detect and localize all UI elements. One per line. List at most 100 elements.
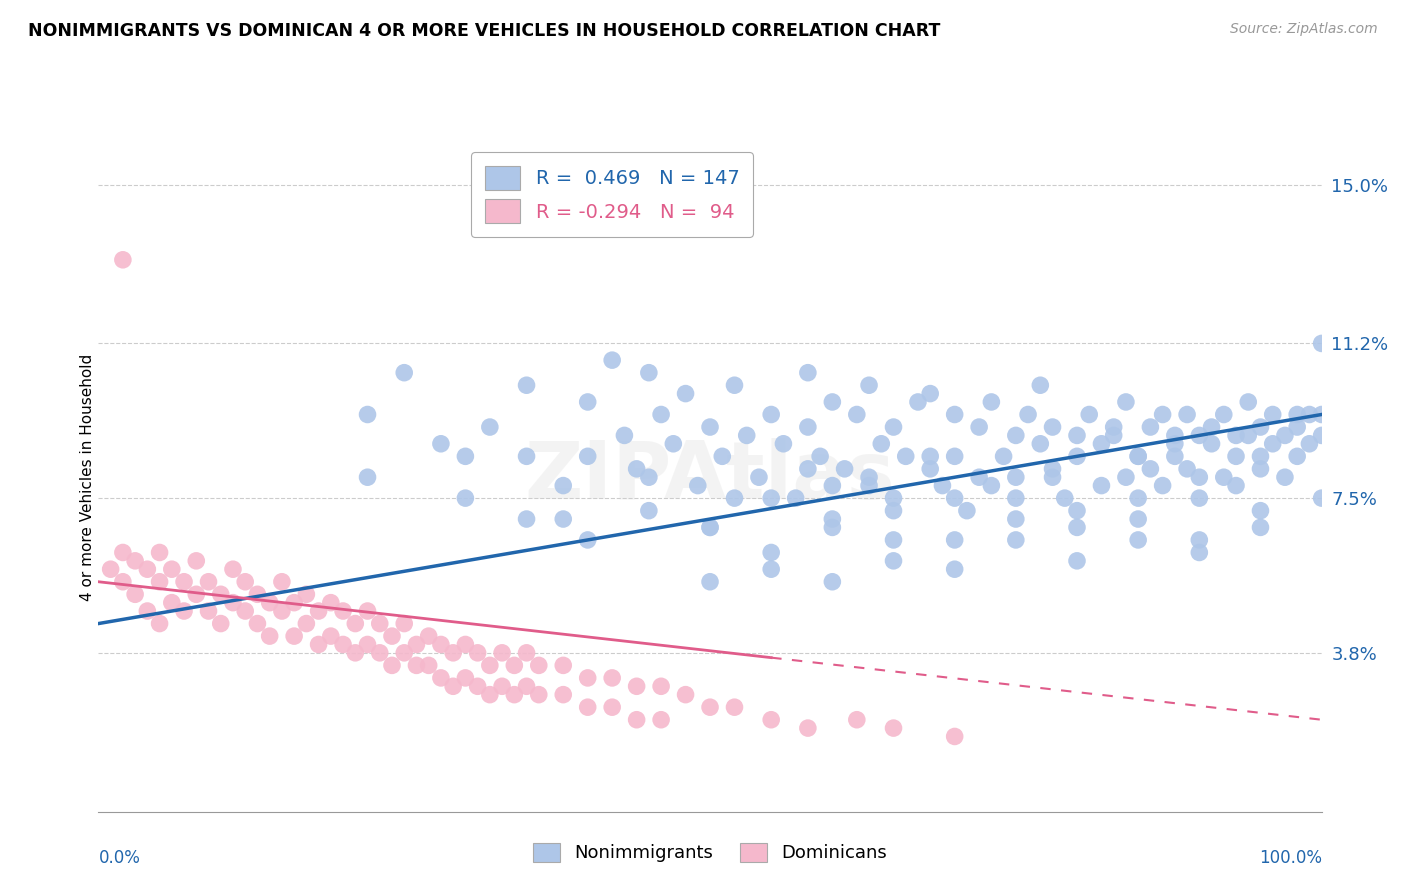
Point bbox=[1102, 428, 1125, 442]
Point bbox=[111, 574, 134, 589]
Point bbox=[454, 637, 477, 651]
Point bbox=[478, 420, 501, 434]
Point bbox=[1164, 450, 1187, 464]
Point bbox=[1188, 428, 1211, 442]
Point bbox=[1029, 436, 1052, 450]
Point bbox=[883, 721, 905, 735]
Point bbox=[761, 408, 783, 422]
Point bbox=[344, 646, 367, 660]
Point bbox=[1286, 408, 1309, 422]
Point bbox=[246, 587, 269, 601]
Point bbox=[246, 616, 269, 631]
Point bbox=[858, 478, 880, 492]
Point bbox=[1225, 428, 1247, 442]
Point bbox=[576, 533, 599, 547]
Point bbox=[222, 562, 245, 576]
Point bbox=[516, 512, 538, 526]
Point bbox=[111, 545, 134, 559]
Point bbox=[821, 395, 844, 409]
Point bbox=[980, 478, 1002, 492]
Point bbox=[1066, 554, 1088, 568]
Point bbox=[503, 658, 526, 673]
Point bbox=[883, 533, 905, 547]
Point bbox=[711, 450, 734, 464]
Point bbox=[149, 574, 172, 589]
Point bbox=[430, 671, 453, 685]
Point bbox=[1004, 470, 1026, 484]
Point bbox=[491, 646, 513, 660]
Point bbox=[993, 450, 1015, 464]
Point bbox=[503, 688, 526, 702]
Point bbox=[1188, 470, 1211, 484]
Point bbox=[808, 450, 831, 464]
Point bbox=[368, 616, 391, 631]
Point bbox=[797, 721, 820, 735]
Legend: Nonimmigrants, Dominicans: Nonimmigrants, Dominicans bbox=[526, 836, 894, 870]
Point bbox=[209, 616, 232, 631]
Point bbox=[761, 562, 783, 576]
Point bbox=[1128, 533, 1150, 547]
Point bbox=[454, 671, 477, 685]
Point bbox=[1188, 545, 1211, 559]
Point bbox=[516, 378, 538, 392]
Point bbox=[883, 503, 905, 517]
Point bbox=[527, 688, 550, 702]
Point bbox=[197, 574, 219, 589]
Point bbox=[1029, 378, 1052, 392]
Point bbox=[1078, 408, 1101, 422]
Point bbox=[160, 562, 183, 576]
Point bbox=[650, 408, 672, 422]
Point bbox=[1139, 462, 1161, 476]
Point bbox=[821, 478, 844, 492]
Point bbox=[332, 637, 354, 651]
Point bbox=[1274, 470, 1296, 484]
Point bbox=[1261, 408, 1284, 422]
Point bbox=[1102, 420, 1125, 434]
Point bbox=[1310, 491, 1333, 505]
Point bbox=[1250, 520, 1272, 534]
Point bbox=[1237, 395, 1260, 409]
Point bbox=[870, 436, 893, 450]
Point bbox=[418, 658, 440, 673]
Point bbox=[173, 574, 195, 589]
Point bbox=[626, 462, 648, 476]
Point bbox=[454, 450, 477, 464]
Point bbox=[553, 688, 575, 702]
Point bbox=[821, 574, 844, 589]
Point bbox=[467, 646, 489, 660]
Point bbox=[576, 395, 599, 409]
Point bbox=[308, 637, 330, 651]
Point bbox=[748, 470, 770, 484]
Point bbox=[478, 658, 501, 673]
Point bbox=[332, 604, 354, 618]
Point bbox=[600, 700, 623, 714]
Point bbox=[392, 646, 416, 660]
Point bbox=[943, 450, 966, 464]
Point bbox=[1286, 450, 1309, 464]
Point bbox=[160, 596, 183, 610]
Point bbox=[111, 252, 134, 267]
Point bbox=[553, 512, 575, 526]
Point bbox=[491, 679, 513, 693]
Point bbox=[319, 596, 342, 610]
Point bbox=[723, 700, 745, 714]
Point bbox=[270, 604, 294, 618]
Point bbox=[723, 491, 745, 505]
Point bbox=[920, 386, 942, 401]
Point bbox=[356, 470, 378, 484]
Point bbox=[259, 596, 281, 610]
Point bbox=[1261, 436, 1284, 450]
Point bbox=[1053, 491, 1076, 505]
Point bbox=[761, 713, 783, 727]
Point bbox=[1128, 512, 1150, 526]
Point bbox=[956, 503, 979, 517]
Point bbox=[1250, 462, 1272, 476]
Point bbox=[858, 470, 880, 484]
Point bbox=[626, 713, 648, 727]
Point bbox=[124, 554, 146, 568]
Point bbox=[1175, 462, 1198, 476]
Point bbox=[1310, 428, 1333, 442]
Point bbox=[1225, 478, 1247, 492]
Point bbox=[100, 562, 122, 576]
Point bbox=[943, 562, 966, 576]
